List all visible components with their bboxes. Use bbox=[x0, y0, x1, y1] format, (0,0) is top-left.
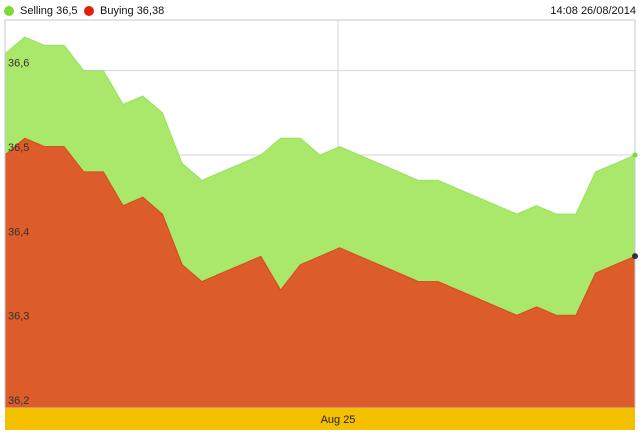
selling-end-marker bbox=[632, 152, 638, 158]
legend-item-selling[interactable]: Selling 36,5 bbox=[4, 5, 78, 17]
y-tick-label: 36,5 bbox=[8, 142, 29, 154]
y-tick-label: 36,4 bbox=[8, 226, 29, 238]
legend: Selling 36,5 Buying 36,38 14:08 26/08/20… bbox=[0, 0, 640, 22]
y-tick-label: 36,2 bbox=[8, 395, 29, 407]
legend-label-buying: Buying 36,38 bbox=[100, 5, 165, 17]
area-buying bbox=[5, 138, 635, 408]
line-selling bbox=[4, 36, 636, 215]
timestamp: 14:08 26/08/2014 bbox=[550, 5, 636, 17]
y-tick-label: 36,6 bbox=[8, 58, 29, 70]
series-areas bbox=[4, 36, 636, 409]
legend-item-buying[interactable]: Buying 36,38 bbox=[84, 5, 164, 17]
y-tick-labels: 36,2 36,3 36,4 36,5 36,6 bbox=[8, 58, 29, 407]
selling-dot-icon bbox=[4, 6, 14, 16]
y-tick-label: 36,3 bbox=[8, 311, 29, 323]
legend-label-selling: Selling 36,5 bbox=[20, 5, 78, 17]
x-axis-label: Aug 25 bbox=[321, 414, 356, 426]
line-buying bbox=[4, 137, 636, 316]
buying-dot-icon bbox=[84, 6, 94, 16]
x-axis-band bbox=[5, 408, 635, 430]
buying-end-marker bbox=[632, 253, 638, 260]
